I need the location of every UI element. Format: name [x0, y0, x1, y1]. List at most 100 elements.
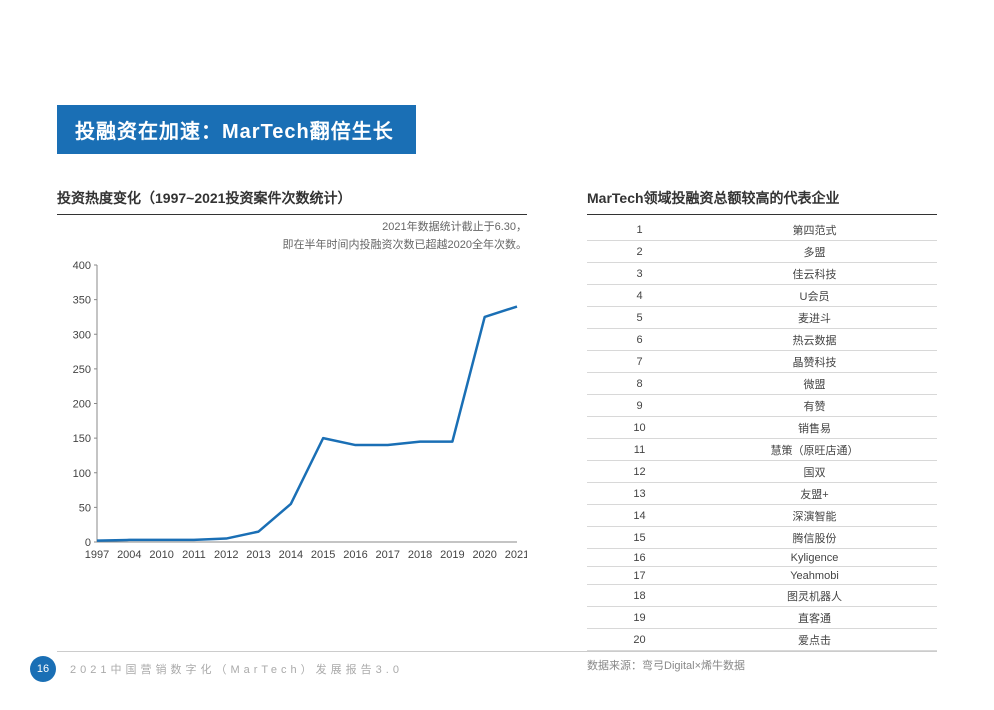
- name-cell: 腾信股份: [692, 527, 937, 549]
- page-number-badge: 16: [30, 656, 56, 682]
- svg-text:2014: 2014: [279, 549, 303, 561]
- svg-text:2004: 2004: [117, 549, 141, 561]
- chart-note-line1: 2021年数据统计截止于6.30，: [57, 219, 527, 237]
- rank-cell: 9: [587, 395, 692, 417]
- svg-text:2012: 2012: [214, 549, 238, 561]
- rank-cell: 18: [587, 585, 692, 607]
- name-cell: U会员: [692, 285, 937, 307]
- chart-column: 投资热度变化（1997~2021投资案件次数统计） 2021年数据统计截止于6.…: [57, 188, 527, 673]
- svg-text:100: 100: [73, 468, 91, 480]
- table-row: 11慧策（原旺店通）: [587, 439, 937, 461]
- rank-cell: 16: [587, 549, 692, 567]
- name-cell: 微盟: [692, 373, 937, 395]
- svg-text:2018: 2018: [408, 549, 432, 561]
- table-row: 12国双: [587, 461, 937, 483]
- table-row: 4U会员: [587, 285, 937, 307]
- svg-text:300: 300: [73, 329, 91, 341]
- rank-cell: 10: [587, 417, 692, 439]
- rank-cell: 1: [587, 219, 692, 241]
- chart-note: 2021年数据统计截止于6.30， 即在半年时间内投融资次数已超越2020全年次…: [57, 219, 527, 254]
- name-cell: 第四范式: [692, 219, 937, 241]
- table-row: 14深演智能: [587, 505, 937, 527]
- name-cell: 佳云科技: [692, 263, 937, 285]
- table-row: 2多盟: [587, 241, 937, 263]
- svg-text:200: 200: [73, 399, 91, 411]
- name-cell: 晶赞科技: [692, 351, 937, 373]
- svg-text:2017: 2017: [376, 549, 400, 561]
- table-row: 19直客通: [587, 607, 937, 629]
- svg-text:2011: 2011: [182, 549, 206, 561]
- rank-cell: 4: [587, 285, 692, 307]
- table-row: 6热云数据: [587, 329, 937, 351]
- table-row: 7晶赞科技: [587, 351, 937, 373]
- rank-cell: 13: [587, 483, 692, 505]
- name-cell: Kyligence: [692, 549, 937, 567]
- rank-cell: 6: [587, 329, 692, 351]
- line-chart: 0 50 100 150 200 250 300 350 400 1997 2004 2010 2011…: [57, 260, 527, 570]
- table-row: 5麦进斗: [587, 307, 937, 329]
- svg-text:150: 150: [73, 433, 91, 445]
- company-table: 1第四范式2多盟3佳云科技4U会员5麦进斗6热云数据7晶赞科技8微盟9有赞10销…: [587, 219, 937, 651]
- svg-text:0: 0: [85, 537, 91, 549]
- table-row: 3佳云科技: [587, 263, 937, 285]
- page-number: 16: [37, 663, 49, 675]
- rank-cell: 7: [587, 351, 692, 373]
- table-row: 9有赞: [587, 395, 937, 417]
- name-cell: 多盟: [692, 241, 937, 263]
- rank-cell: 19: [587, 607, 692, 629]
- rank-cell: 14: [587, 505, 692, 527]
- rank-cell: 15: [587, 527, 692, 549]
- name-cell: 直客通: [692, 607, 937, 629]
- table-row: 17Yeahmobi: [587, 567, 937, 585]
- name-cell: 深演智能: [692, 505, 937, 527]
- rank-cell: 12: [587, 461, 692, 483]
- rank-cell: 11: [587, 439, 692, 461]
- name-cell: 销售易: [692, 417, 937, 439]
- chart-note-line2: 即在半年时间内投融资次数已超越2020全年次数。: [57, 237, 527, 255]
- rank-cell: 20: [587, 629, 692, 651]
- name-cell: 有赞: [692, 395, 937, 417]
- table-row: 16Kyligence: [587, 549, 937, 567]
- svg-text:2021: 2021: [505, 549, 527, 561]
- table-row: 13友盟+: [587, 483, 937, 505]
- footer-divider: [57, 651, 937, 652]
- svg-text:2016: 2016: [343, 549, 367, 561]
- rank-cell: 5: [587, 307, 692, 329]
- name-cell: 慧策（原旺店通）: [692, 439, 937, 461]
- table-row: 10销售易: [587, 417, 937, 439]
- name-cell: 爱点击: [692, 629, 937, 651]
- table-row: 20爱点击: [587, 629, 937, 651]
- rank-cell: 17: [587, 567, 692, 585]
- table-row: 1第四范式: [587, 219, 937, 241]
- table-section-title: MarTech领域投融资总额较高的代表企业: [587, 188, 937, 215]
- svg-text:2020: 2020: [472, 549, 496, 561]
- page-footer: 16 2021中国营销数字化（MarTech）发展报告3.0: [30, 656, 937, 682]
- rank-cell: 2: [587, 241, 692, 263]
- svg-text:2015: 2015: [311, 549, 335, 561]
- name-cell: 国双: [692, 461, 937, 483]
- name-cell: Yeahmobi: [692, 567, 937, 585]
- page-title-text: 投融资在加速：MarTech翻倍生长: [75, 121, 394, 143]
- name-cell: 热云数据: [692, 329, 937, 351]
- svg-text:350: 350: [73, 295, 91, 307]
- name-cell: 友盟+: [692, 483, 937, 505]
- svg-text:1997: 1997: [85, 549, 109, 561]
- svg-text:250: 250: [73, 364, 91, 376]
- table-column: MarTech领域投融资总额较高的代表企业 1第四范式2多盟3佳云科技4U会员5…: [587, 188, 937, 673]
- table-row: 15腾信股份: [587, 527, 937, 549]
- content-area: 投资热度变化（1997~2021投资案件次数统计） 2021年数据统计截止于6.…: [57, 188, 937, 673]
- svg-text:50: 50: [79, 503, 91, 515]
- svg-text:2019: 2019: [440, 549, 464, 561]
- name-cell: 麦进斗: [692, 307, 937, 329]
- page-title-bar: 投融资在加速：MarTech翻倍生长: [57, 105, 416, 154]
- table-row: 18图灵机器人: [587, 585, 937, 607]
- footer-report-title: 2021中国营销数字化（MarTech）发展报告3.0: [70, 661, 403, 677]
- svg-text:2013: 2013: [246, 549, 270, 561]
- rank-cell: 3: [587, 263, 692, 285]
- svg-text:400: 400: [73, 260, 91, 272]
- table-row: 8微盟: [587, 373, 937, 395]
- svg-text:2010: 2010: [149, 549, 173, 561]
- rank-cell: 8: [587, 373, 692, 395]
- chart-section-title: 投资热度变化（1997~2021投资案件次数统计）: [57, 188, 527, 215]
- name-cell: 图灵机器人: [692, 585, 937, 607]
